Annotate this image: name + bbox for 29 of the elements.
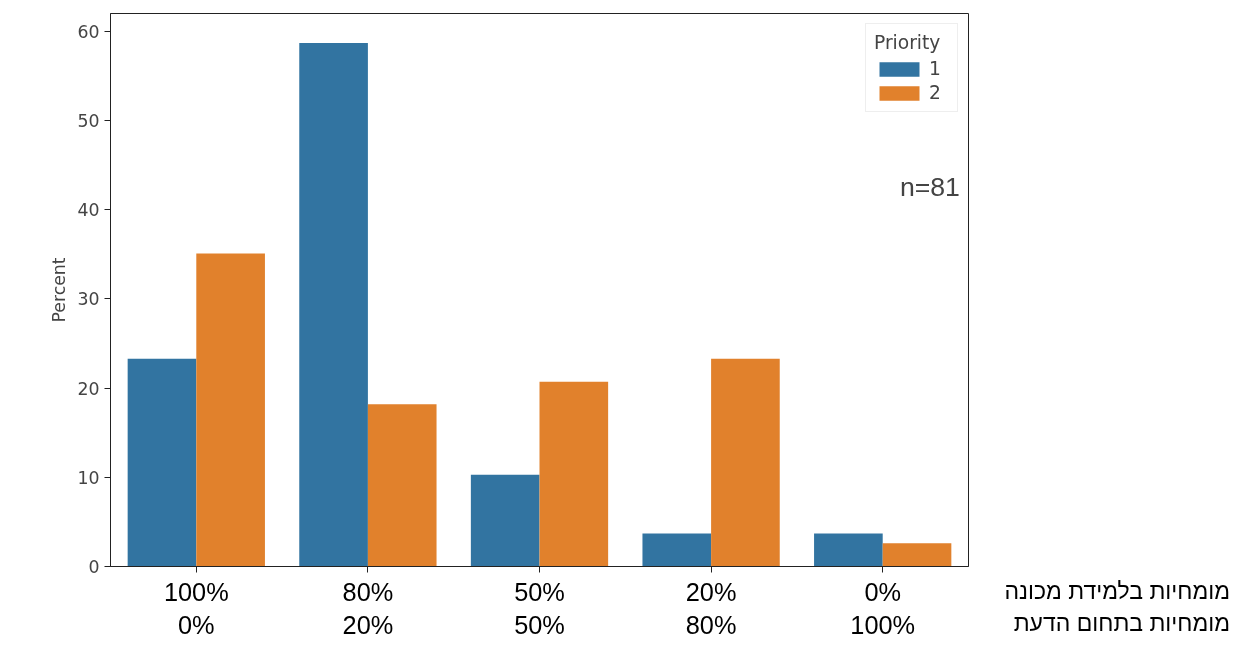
text: מומחיות בלמידת מכונה <box>1003 577 1230 606</box>
y-axis-title: Percent <box>49 257 70 323</box>
bar <box>127 358 197 567</box>
legend-label: 2 <box>929 82 942 103</box>
bar <box>814 533 883 567</box>
bar <box>367 404 437 567</box>
bar <box>642 533 712 567</box>
bar <box>470 474 540 567</box>
y-tick-label: 10 <box>77 467 100 488</box>
x-tick-label: 50% 50% <box>514 577 565 640</box>
y-tick-label: 40 <box>77 200 100 221</box>
y-tick-label: 30 <box>77 289 100 310</box>
legend-label: 1 <box>929 58 942 79</box>
annotation: n=81 <box>899 171 960 202</box>
bar <box>882 543 952 567</box>
legend-title: Priority <box>874 32 942 53</box>
y-tick-label: 0 <box>88 557 100 577</box>
x-tick-label: 100% 0% <box>163 577 229 640</box>
text: מומחיות בתחום הדעת <box>1012 609 1230 638</box>
x-tick-label: 0% 100% <box>850 577 916 640</box>
bar <box>196 253 265 567</box>
x-tick-label: 20% 80% <box>685 577 737 640</box>
bar <box>299 42 368 567</box>
y-tick-label: 50 <box>77 111 100 132</box>
y-tick-label: 60 <box>77 21 100 42</box>
bar <box>539 381 609 567</box>
x-tick-label: 80% 20% <box>342 577 394 640</box>
bar <box>711 358 780 567</box>
y-tick-label: 20 <box>77 378 100 399</box>
